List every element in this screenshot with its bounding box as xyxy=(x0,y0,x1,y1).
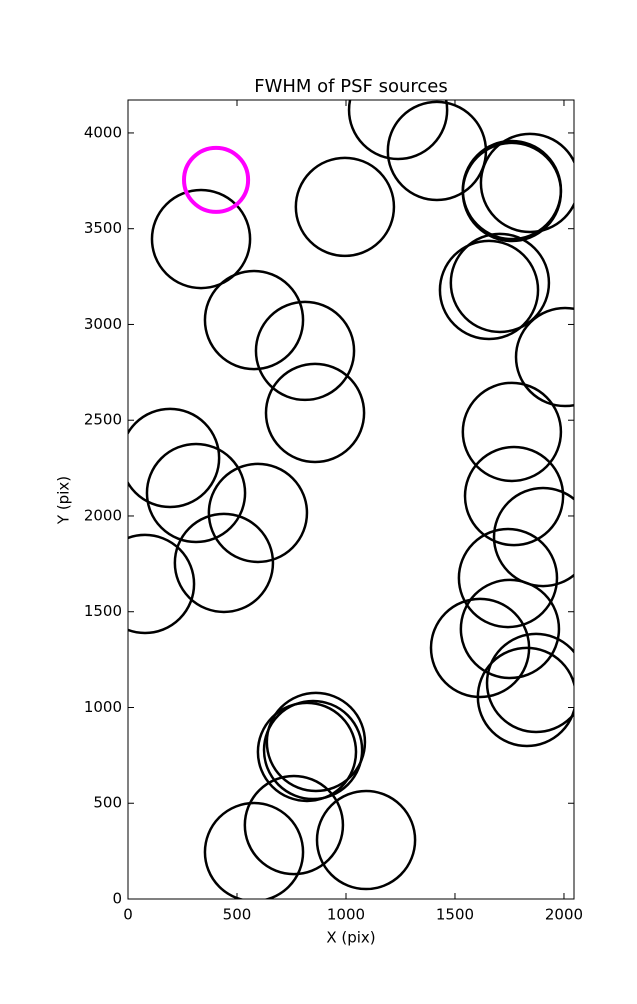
x-tick-label: 1500 xyxy=(436,906,474,924)
source-circle xyxy=(182,145,251,214)
source-circle xyxy=(315,789,417,891)
x-axis-label: X (pix) xyxy=(326,929,375,947)
y-tick-label: 2500 xyxy=(84,411,122,429)
source-circle xyxy=(256,701,358,803)
source-circle xyxy=(264,362,366,464)
chart-title: FWHM of PSF sources xyxy=(254,76,448,97)
x-tick-label: 1000 xyxy=(327,906,365,924)
source-circle xyxy=(265,691,367,793)
x-tick-label: 0 xyxy=(123,906,133,924)
y-tick-label: 4000 xyxy=(84,123,122,141)
source-circle xyxy=(203,269,305,371)
source-circle xyxy=(347,100,449,161)
source-circle xyxy=(438,239,540,341)
y-tick-label: 500 xyxy=(93,794,122,812)
source-circle xyxy=(203,801,305,899)
plot-area xyxy=(128,100,574,899)
source-circle xyxy=(262,699,364,801)
source-circle xyxy=(461,381,563,483)
y-tick-label: 0 xyxy=(112,890,122,908)
y-tick-label: 3500 xyxy=(84,219,122,237)
source-circle xyxy=(476,646,574,748)
x-tick-label: 500 xyxy=(223,906,252,924)
source-circle xyxy=(294,156,396,258)
source-circle xyxy=(463,445,565,547)
axes-frame xyxy=(127,99,575,900)
y-tick-label: 2000 xyxy=(84,506,122,524)
y-tick-label: 3000 xyxy=(84,315,122,333)
source-circle xyxy=(449,232,551,334)
source-circle xyxy=(492,486,574,588)
source-circle xyxy=(459,578,561,680)
source-circle xyxy=(145,442,247,544)
source-circle xyxy=(150,188,252,290)
source-circle xyxy=(243,774,345,876)
source-circle xyxy=(128,533,196,635)
y-tick-label: 1500 xyxy=(84,602,122,620)
source-circle xyxy=(207,462,309,564)
source-circle xyxy=(173,512,275,614)
source-circle xyxy=(457,527,559,629)
y-tick-label: 1000 xyxy=(84,698,122,716)
y-axis-label: Y (pix) xyxy=(55,476,73,525)
source-circle xyxy=(254,300,356,402)
source-circle xyxy=(128,407,221,509)
x-tick-label: 2000 xyxy=(545,906,583,924)
source-circle xyxy=(514,306,574,408)
source-circle xyxy=(479,132,574,234)
source-circle xyxy=(461,139,563,241)
source-circle xyxy=(485,632,574,734)
